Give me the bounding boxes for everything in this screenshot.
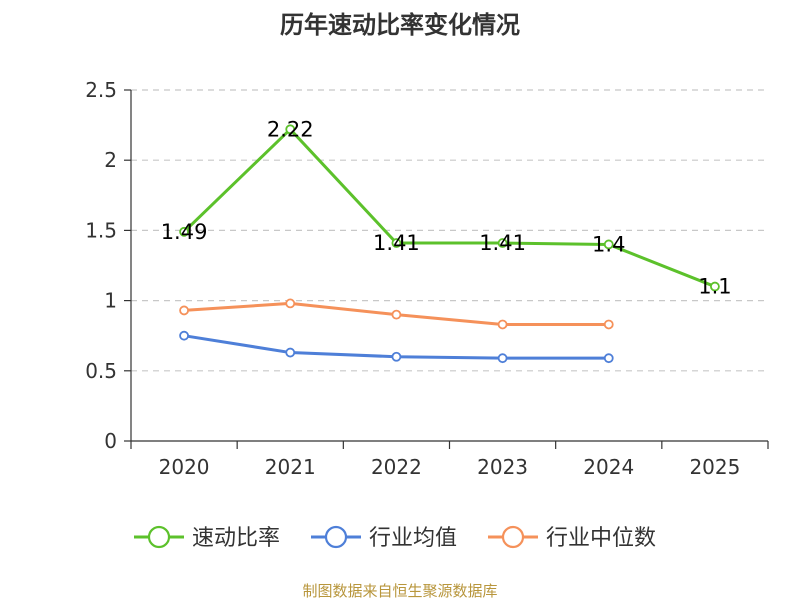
x-tick-label-2022: 2022 — [371, 455, 422, 479]
point-1-2021 — [285, 347, 296, 358]
y-tick-label-1: 0.5 — [85, 359, 117, 383]
data-label-2025: 1.1 — [698, 275, 731, 299]
x-tick-label-2021: 2021 — [265, 455, 316, 479]
point-0-2023 — [497, 238, 508, 248]
point-2-2023 — [497, 319, 508, 330]
x-tick-label-2023: 2023 — [477, 455, 528, 479]
point-2-2022 — [391, 309, 402, 320]
grid-lines — [131, 89, 768, 372]
y-tick-label-3: 1.5 — [85, 218, 117, 242]
y-tick-label-4: 2 — [104, 148, 117, 172]
y-tick-label-0: 0 — [104, 429, 117, 453]
x-tick-label-2024: 2024 — [583, 455, 634, 479]
point-2-2024 — [603, 319, 614, 330]
legend-marker-0 — [147, 525, 171, 549]
point-0-2020 — [179, 226, 189, 237]
legend: 速动比率 行业均值 行业中位数 — [134, 525, 656, 551]
data-label-2021: 2.22 — [267, 117, 314, 141]
axes: 0 0.5 1 1.5 2 2.5 2020 2021 2022 2023 2024 2025 — [85, 78, 769, 479]
point-0-2022 — [391, 238, 402, 248]
legend-label-0: 速动比率 — [192, 526, 280, 551]
point-1-2022 — [391, 351, 402, 362]
source-note: 制图数据来自恒生聚源数据库 — [302, 582, 497, 600]
y-tick-label-2: 1 — [104, 289, 117, 313]
series-lines — [179, 124, 720, 364]
x-tick-label-2020: 2020 — [159, 455, 210, 479]
legend-marker-1 — [324, 525, 348, 549]
data-label-2024: 1.4 — [592, 232, 625, 256]
point-0-2025 — [710, 281, 720, 292]
legend-label-2: 行业中位数 — [546, 526, 656, 551]
point-2-2020 — [179, 305, 189, 316]
point-0-2024 — [603, 239, 614, 250]
data-labels: 1.49 2.22 1.41 1.41 1.4 1.1 — [161, 117, 732, 298]
chart-title: 历年速动比率变化情况 — [280, 11, 520, 39]
point-1-2020 — [179, 330, 189, 341]
series-line-0 — [183, 127, 716, 288]
x-tick-label-2025: 2025 — [689, 455, 740, 479]
point-1-2023 — [497, 353, 508, 364]
data-label-2022: 1.41 — [373, 231, 420, 255]
point-0-2021 — [285, 124, 296, 135]
y-tick-label-5: 2.5 — [85, 78, 117, 102]
legend-marker-2 — [501, 525, 525, 549]
data-label-2023: 1.41 — [479, 231, 526, 255]
data-label-2020: 1.49 — [161, 220, 208, 244]
point-2-2021 — [285, 298, 296, 309]
point-1-2024 — [603, 353, 614, 364]
legend-label-1: 行业均值 — [369, 526, 457, 551]
